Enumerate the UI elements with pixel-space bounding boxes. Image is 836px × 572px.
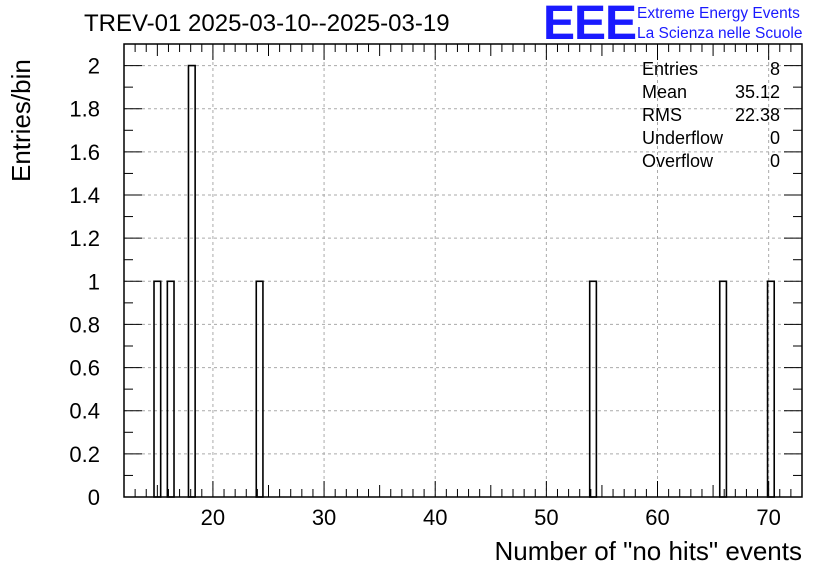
x-tick-label: 70 <box>756 505 780 530</box>
histogram-bar <box>718 280 728 498</box>
x-tick-label: 50 <box>534 505 558 530</box>
eee-logo: EEE <box>543 0 637 50</box>
histogram-bar <box>153 280 162 498</box>
chart-title: TREV-01 2025-03-10--2025-03-19 <box>84 10 450 37</box>
logo-line-2: La Scienza nelle Scuole <box>637 25 803 42</box>
y-tick-label: 1.6 <box>69 140 100 165</box>
stat-mean: Mean 35.12 <box>642 81 780 104</box>
stat-label: Mean <box>642 82 688 102</box>
stat-value: 35.12 <box>734 82 780 102</box>
y-tick-label: 0 <box>88 485 100 510</box>
stat-rms: RMS 22.38 <box>642 104 780 127</box>
stat-label: Entries <box>642 59 699 79</box>
stat-entries: Entries 8 <box>642 58 780 81</box>
stat-underflow: Underflow 0 <box>642 127 780 150</box>
x-axis-label: Number of "no hits" events <box>494 536 803 566</box>
x-tick-label: 40 <box>423 505 447 530</box>
histogram-bar <box>166 280 175 498</box>
histogram-bar <box>255 280 264 498</box>
y-tick-label: 0.6 <box>69 356 100 381</box>
y-tick-label: 0.2 <box>69 442 100 467</box>
y-tick-label: 1.2 <box>69 226 100 251</box>
axis-ticks <box>123 44 803 498</box>
y-tick-label: 0.8 <box>69 312 100 337</box>
stat-overflow: Overflow 0 <box>642 150 780 173</box>
stat-label: Overflow <box>642 151 714 171</box>
logo-caption: Extreme Energy Events La Scienza nelle S… <box>637 4 802 44</box>
plot-frame <box>123 43 803 498</box>
x-tick-label: 20 <box>201 505 225 530</box>
y-tick-label: 1.4 <box>69 183 100 208</box>
stat-label: RMS <box>642 105 682 125</box>
y-tick-label: 0.4 <box>69 399 100 424</box>
histogram-bar <box>588 280 598 498</box>
stat-value: 0 <box>769 151 780 171</box>
y-tick-label: 2 <box>88 54 100 79</box>
y-axis-label: Entries/bin <box>6 59 36 182</box>
axis-tick-labels: 20 30 40 50 60 70 0 0.2 0.4 0.6 0.8 1 1.2 1.4 1.6 1.8 2 <box>69 54 780 530</box>
stat-label: Underflow <box>642 128 724 148</box>
stat-value: 8 <box>769 59 780 79</box>
logo-line-1: Extreme Energy Events <box>637 5 800 22</box>
stat-value: 22.38 <box>734 105 780 125</box>
grid-lines <box>124 44 802 497</box>
stats-box: Entries 8 Mean 35.12 RMS 22.38 Underflow 0 O… <box>642 58 780 173</box>
y-tick-label: 1 <box>88 269 100 294</box>
x-tick-label: 60 <box>645 505 669 530</box>
x-tick-label: 30 <box>312 505 336 530</box>
y-tick-label: 1.8 <box>69 97 100 122</box>
stat-value: 0 <box>769 128 780 148</box>
